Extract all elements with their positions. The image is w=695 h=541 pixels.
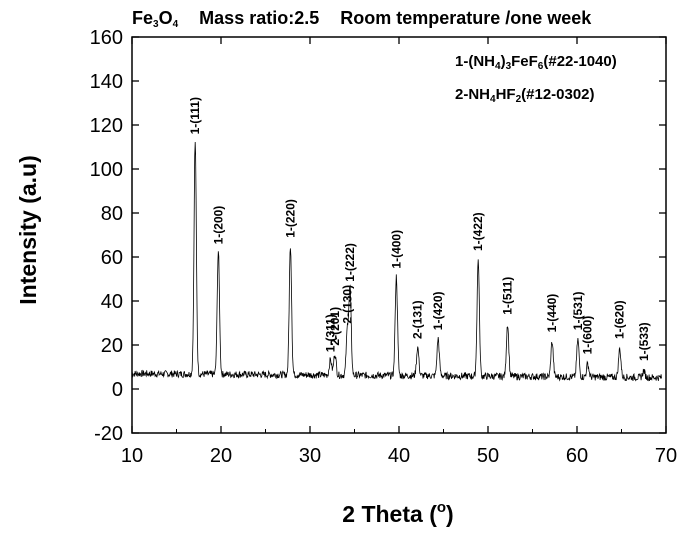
y-tick-label: 120: [90, 115, 123, 137]
title-condition: Room temperature /one week: [340, 8, 592, 28]
peak-label: 1-(220): [283, 199, 297, 238]
peak-label: 1-(111): [188, 97, 202, 134]
title-mass-ratio: Mass ratio:2.5: [199, 8, 320, 28]
legend-entry-2: 2-NH4HF2(#12-0302): [455, 86, 595, 105]
x-tick-label: 30: [299, 445, 321, 467]
peak-label: 2-(131): [411, 300, 425, 339]
y-tick-label: 0: [112, 379, 123, 401]
diffraction-pattern: [131, 141, 662, 382]
y-tick-label: 80: [101, 203, 123, 225]
peak-label: 1-(531): [571, 292, 585, 331]
peak-label: 1-(620): [613, 300, 627, 339]
y-axis-label: Intensity (a.u): [15, 155, 41, 305]
legend-entry-1: 1-(NH4)3FeF6(#22-1040): [455, 53, 617, 72]
peak-label: 2-(130): [340, 285, 354, 324]
peak-labels: 1-(111)1-(200) 1-(220)1-(311)2-(201)2-(13…: [188, 97, 651, 361]
peak-label: 1-(533): [637, 322, 651, 361]
axis-ticks: 10 20 30 40 50 60 70 -20 0 20 40 60 80 100 120 140 160: [90, 27, 678, 467]
peak-label: 1-(511): [501, 277, 515, 315]
x-axis-label-close: ): [446, 501, 454, 527]
xrd-series-line: [131, 141, 662, 382]
title-compound: Fe3O4: [132, 8, 179, 30]
x-axis-label: 2 Theta (o): [342, 499, 453, 527]
x-tick-label: 60: [566, 445, 588, 467]
peak-label: 1-(600): [581, 316, 595, 355]
x-tick-label: 70: [655, 445, 677, 467]
x-axis-label-text: 2 Theta (: [342, 501, 437, 527]
x-tick-label: 10: [121, 445, 143, 467]
y-tick-label: 140: [90, 71, 123, 93]
peak-label: 1-(422): [471, 212, 485, 251]
peak-label: 1-(311): [324, 314, 338, 352]
x-axis-unit: o: [437, 499, 446, 516]
peak-label: 1-(400): [389, 230, 403, 269]
y-tick-label: -20: [94, 423, 123, 445]
x-tick-label: 50: [477, 445, 499, 467]
chart-title: Fe3O4 Mass ratio:2.5 Room temperature /o…: [132, 8, 607, 30]
peak-label: 1-(420): [431, 292, 445, 331]
peak-label: 1-(222): [343, 243, 357, 282]
y-tick-label: 60: [101, 247, 123, 269]
y-tick-label: 20: [101, 335, 123, 357]
peak-label: 1-(200): [211, 206, 225, 245]
y-tick-label: 160: [90, 27, 123, 49]
y-tick-label: 40: [101, 291, 123, 313]
legend: 1-(NH4)3FeF6(#22-1040) 2-NH4HF2(#12-0302…: [455, 48, 617, 114]
x-tick-label: 40: [388, 445, 410, 467]
peak-label: 1-(440): [545, 294, 559, 333]
x-tick-label: 20: [210, 445, 232, 467]
y-tick-label: 100: [90, 159, 123, 181]
peak-label: 2-(201): [328, 307, 342, 346]
